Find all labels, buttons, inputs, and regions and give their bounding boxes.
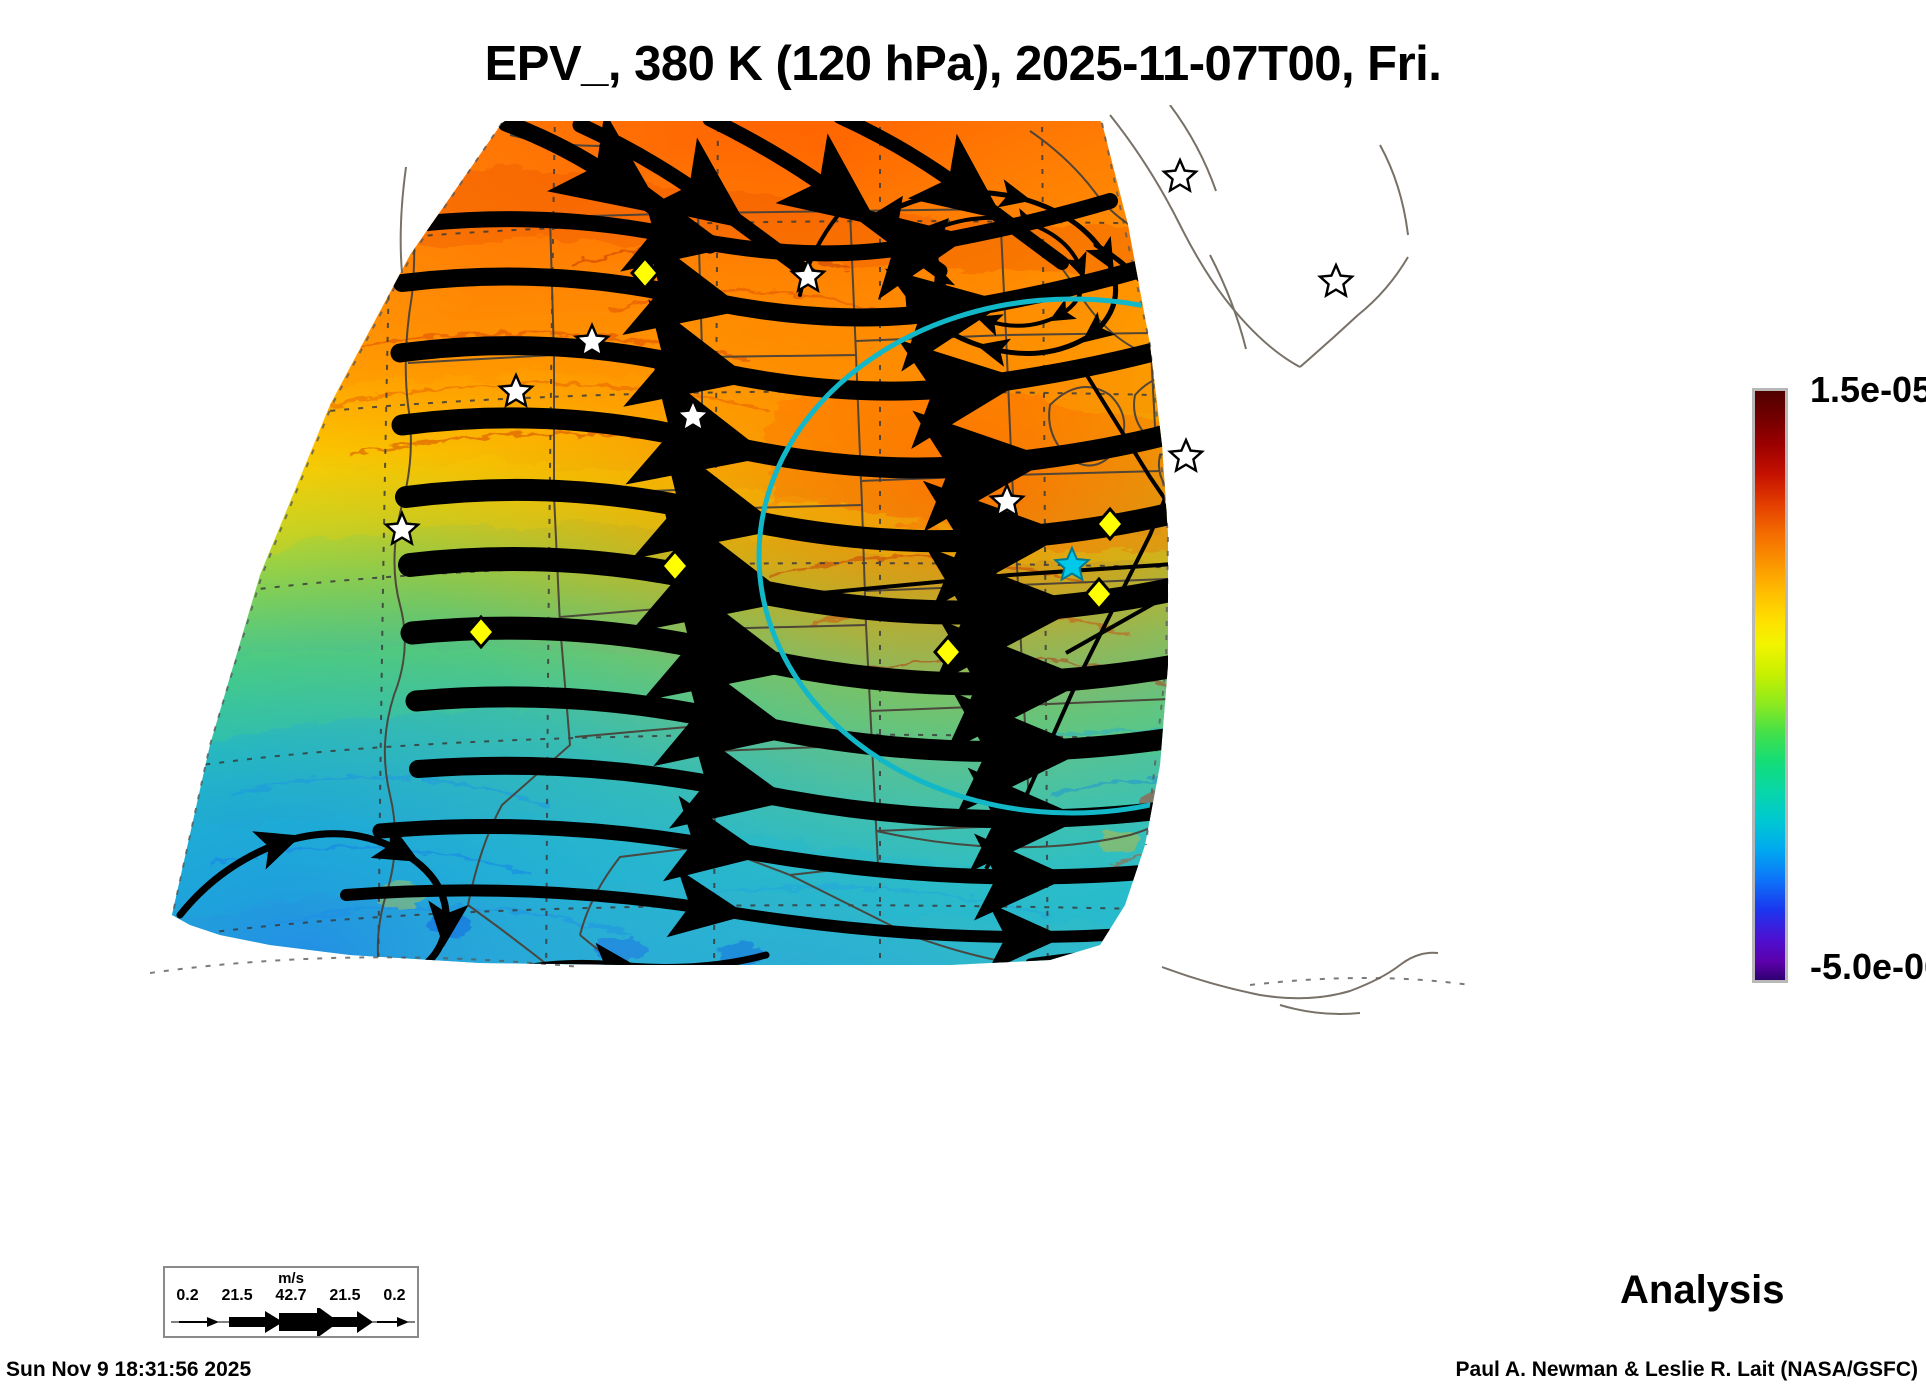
flight-track-lines [821,290,1168,870]
marker-star[interactable] [1161,156,1199,193]
marker-diamond[interactable] [1084,576,1114,612]
marker-diamond[interactable] [630,255,660,291]
wind-tick-value: 42.7 [275,1287,307,1304]
wind-legend-arrow-scale [171,1308,415,1336]
generation-timestamp: Sun Nov 9 18:31:56 2025 [6,1358,252,1381]
marker-launch-site[interactable] [1053,545,1091,582]
marker-diamond[interactable] [466,614,496,650]
wind-tick-value: 21.5 [329,1287,361,1304]
colorbar-max-label: 1.5e-05 [1810,369,1926,410]
station-markers[interactable] [383,156,1355,670]
wind-legend-units: m/s [278,1270,304,1287]
colorbar: 1.5e-05 -5.0e-06 [1752,369,1926,988]
wind-tick-value: 21.5 [221,1287,253,1304]
marker-star[interactable] [988,481,1026,518]
marker-diamond[interactable] [1095,506,1125,542]
map-boundaries-outside [399,105,1439,1015]
marker-star[interactable] [1167,436,1205,473]
colorbar-gradient [1752,388,1788,983]
marker-star[interactable] [573,321,611,358]
graticule-outside [150,122,1470,986]
marker-star[interactable] [1317,261,1355,298]
analysis-label: Analysis [1620,1268,1785,1312]
colorbar-min-label: -5.0e-06 [1810,946,1926,987]
wind-speed-legend: m/s 0.2 21.5 42.7 21.5 0.2 [163,1266,419,1338]
marker-diamond[interactable] [660,548,690,584]
target-range-circle [756,296,1168,816]
wind-tick-value: 0.2 [383,1287,406,1304]
marker-star[interactable] [789,256,827,293]
wind-legend-ticks: 0.2 21.5 42.7 21.5 0.2 [165,1287,417,1305]
marker-star[interactable] [383,509,421,546]
marker-diamond[interactable] [933,634,963,670]
page-title: EPV_, 380 K (120 hPa), 2025-11-07T00, Fr… [484,37,1442,91]
map-plot-area[interactable] [150,105,1470,1035]
wind-tick-value: 0.2 [176,1287,199,1304]
marker-star[interactable] [674,396,712,433]
marker-star[interactable] [497,371,535,408]
author-credit: Paul A. Newman & Leslie R. Lait (NASA/GS… [1455,1358,1918,1381]
